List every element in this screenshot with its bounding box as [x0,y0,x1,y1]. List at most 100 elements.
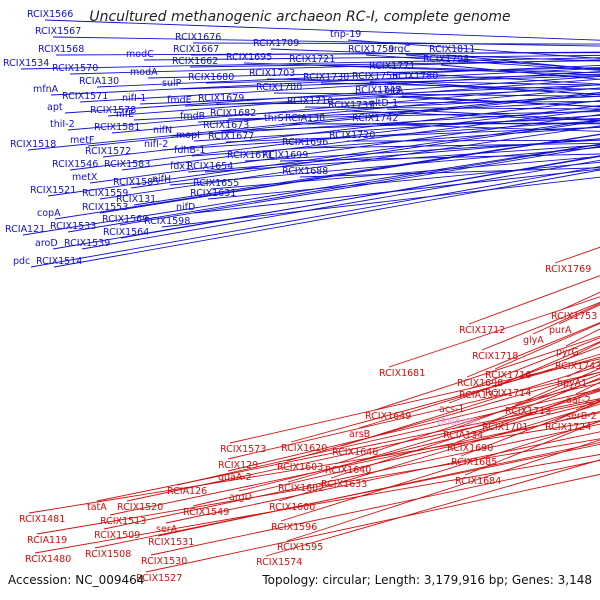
gene-label: apt [47,102,63,113]
gene-label: RCIX1520 [117,502,163,513]
gene-label: RCIX1521 [30,185,76,196]
leader-line [145,473,600,573]
gene-label: RCIX1571 [62,91,108,102]
gene-label: RCIX1742 [352,113,398,124]
leader-line [207,161,600,200]
gene-label: RCIX1574 [256,557,302,568]
gene-label: fdx1 [170,161,191,172]
leader-line [468,275,600,325]
gene-label: RCIX1745 [355,85,401,96]
leader-line [452,373,600,430]
gene-label: RCIX1698 [457,378,503,389]
leader-line [99,133,600,214]
gene-label: RCIX1566 [27,9,73,20]
gene-label: RCIX1755 [352,71,398,82]
gene-label: RCIX1602 [278,483,324,494]
leader-line [22,143,600,236]
leader-line [266,78,600,86]
gene-label: RCIX1583 [104,159,150,170]
gene-label: RCIX1513 [100,516,146,527]
gene-label: fdhB-1 [174,145,205,156]
gene-label: RCIA137 [459,390,499,401]
gene-label: RCIX1703 [249,68,295,79]
gene-labels: 1200 kbp1250 kbp1300 kbp1350 kbp1400 kbp… [3,9,600,584]
leader-line [448,346,600,404]
gene-label: RCIX1518 [10,139,56,150]
gene-label: aat-2 [566,395,591,406]
gene-label: RCIX1667 [173,44,219,55]
leader-line [133,95,600,121]
gene-label: metF [70,135,94,146]
gene-label: RCIX1646 [332,447,378,458]
map-title: Uncultured methanogenic archaeon RC-I, c… [89,9,511,25]
label-leader-lines [20,19,600,573]
leader-line [36,438,600,535]
gene-label: RCIX1480 [25,554,71,565]
leader-line [244,139,600,162]
gene-label: RCIX1603 [277,462,323,473]
gene-label: RCIX1753 [551,311,597,322]
gene-label: RCIX1713 [505,406,551,417]
gene-label: RCIX1679 [198,93,244,104]
leader-line [280,420,600,522]
gene-label: pdc [13,256,30,267]
leader-line [205,74,600,84]
gene-label: RCIX1654 [187,161,233,172]
gene-label: RCIX1481 [19,514,65,525]
gene-label: RCIX1720 [329,130,375,141]
gene-label: copA [37,208,61,219]
gene-label: RCIX1680 [188,72,234,83]
leader-line [347,39,600,59]
leader-line [94,443,600,549]
rna-label: tRNA-Glu [437,417,481,428]
leader-line [190,51,600,56]
gene-label: guaA-2 [218,472,252,483]
gene-label: thiI-2 [50,119,75,130]
leader-line [388,296,600,368]
gene-label: RCIX1640 [325,465,371,476]
leader-line [270,48,600,62]
leader-line [227,382,600,472]
gene-label: RCIX1508 [85,549,131,560]
leader-line [53,169,600,268]
gene-label: hpyA1 [557,378,587,389]
gene-label: mfnA [33,84,59,95]
leader-line [215,100,600,105]
gene-label: RCIX1716 [485,370,531,381]
leader-line [302,123,600,125]
gene-label: nifH [152,174,171,185]
leader-line [103,423,600,530]
gene-label: RCIA121 [5,224,45,235]
leader-line [193,168,600,214]
leader-line [28,420,600,514]
gene-label: RCIX1531 [148,537,194,548]
gene-label: RCIX1696 [282,137,328,148]
gene-label: RCIX1649 [365,411,411,422]
gene-label: arsB [349,429,370,440]
leader-line [229,358,600,444]
leader-line [468,337,600,390]
leader-line [139,84,600,105]
gene-label: argC [388,44,411,55]
gene-label: acs-1 [439,404,464,415]
gene-label: RCIX1549 [183,507,229,518]
gene-label: RCIX1600 [269,502,315,513]
leader-line [358,353,600,429]
gene-label: RCIX1699 [262,150,308,161]
leader-line [187,138,600,173]
leader-line [210,156,600,190]
leader-line [147,67,600,79]
leader-line [290,356,600,443]
gene-label: RCIX131 [116,194,156,205]
leader-line [119,145,600,226]
gene-label: serB-2 [566,411,597,422]
leader-line [126,399,600,502]
gene-label: nifI-1 [122,93,146,104]
leader-line [238,401,600,492]
leader-line [279,153,600,162]
gene-label: RCIX1710 [287,96,333,107]
gene-label: mopI [176,130,200,141]
gene-label: RCIX1677 [208,131,254,142]
leader-line [466,322,600,378]
